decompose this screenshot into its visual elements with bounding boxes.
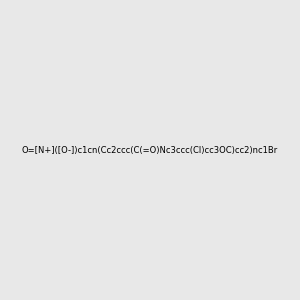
Text: O=[N+]([O-])c1cn(Cc2ccc(C(=O)Nc3ccc(Cl)cc3OC)cc2)nc1Br: O=[N+]([O-])c1cn(Cc2ccc(C(=O)Nc3ccc(Cl)c…	[22, 146, 278, 154]
